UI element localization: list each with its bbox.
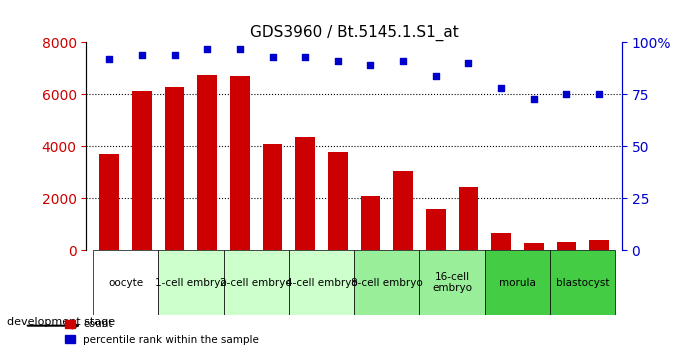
Point — [594, 92, 605, 97]
Text: morula: morula — [499, 278, 536, 287]
Legend: count, percentile rank within the sample: count, percentile rank within the sample — [61, 315, 263, 349]
Bar — [198, 75, 217, 250]
Point — [234, 46, 245, 52]
Point — [267, 54, 278, 60]
Point — [561, 92, 572, 97]
Point — [136, 52, 147, 58]
Text: 1-cell embryo: 1-cell embryo — [155, 278, 227, 287]
FancyBboxPatch shape — [485, 250, 550, 315]
Point — [528, 96, 539, 101]
Text: 2-cell embryo: 2-cell embryo — [220, 278, 292, 287]
Point — [169, 52, 180, 58]
Bar — [459, 187, 478, 250]
FancyBboxPatch shape — [93, 250, 158, 315]
Bar — [263, 144, 283, 250]
Point — [397, 58, 408, 64]
Bar — [426, 209, 446, 250]
FancyBboxPatch shape — [289, 250, 354, 315]
FancyBboxPatch shape — [354, 250, 419, 315]
Title: GDS3960 / Bt.5145.1.S1_at: GDS3960 / Bt.5145.1.S1_at — [249, 25, 459, 41]
Bar — [328, 152, 348, 250]
FancyBboxPatch shape — [158, 250, 223, 315]
Text: oocyte: oocyte — [108, 278, 143, 287]
Point — [300, 54, 311, 60]
Point — [463, 61, 474, 66]
Point — [104, 56, 115, 62]
Bar — [295, 137, 315, 250]
Text: 8-cell embryo: 8-cell embryo — [351, 278, 423, 287]
FancyBboxPatch shape — [419, 250, 485, 315]
Point — [202, 46, 213, 52]
Point — [495, 85, 507, 91]
Text: 16-cell
embryo: 16-cell embryo — [432, 272, 472, 293]
Bar — [491, 233, 511, 250]
Point — [332, 58, 343, 64]
Text: blastocyst: blastocyst — [556, 278, 609, 287]
Text: development stage: development stage — [7, 317, 115, 327]
Bar — [556, 242, 576, 250]
Point — [365, 63, 376, 68]
Bar — [164, 87, 184, 250]
Bar — [589, 240, 609, 250]
Bar — [132, 91, 152, 250]
Bar — [100, 154, 119, 250]
Bar — [361, 196, 380, 250]
FancyBboxPatch shape — [550, 250, 616, 315]
Text: 4-cell embryo: 4-cell embryo — [285, 278, 357, 287]
Bar — [230, 76, 249, 250]
Bar — [393, 171, 413, 250]
Bar — [524, 243, 544, 250]
Point — [430, 73, 442, 79]
FancyBboxPatch shape — [223, 250, 289, 315]
